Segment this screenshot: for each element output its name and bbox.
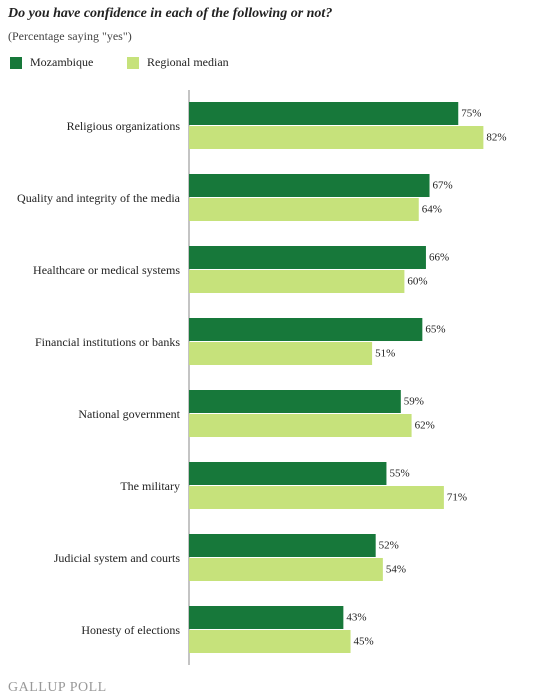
value-label: 43% <box>346 612 366 624</box>
bar <box>189 246 426 269</box>
bar <box>189 486 444 509</box>
value-label: 60% <box>407 276 427 288</box>
bar <box>189 462 387 485</box>
category-label: The military <box>120 479 180 493</box>
legend-swatch <box>127 57 139 69</box>
bar <box>189 198 419 221</box>
value-label: 55% <box>389 468 409 480</box>
value-label: 52% <box>379 540 399 552</box>
chart-subtitle: (Percentage saying "yes") <box>8 29 132 43</box>
category-label: Honesty of elections <box>81 623 180 637</box>
bar <box>189 414 412 437</box>
value-label: 67% <box>433 180 453 192</box>
bar <box>189 126 484 149</box>
bar <box>189 534 376 557</box>
category-label: Religious organizations <box>66 119 180 133</box>
bar <box>189 174 430 197</box>
bar <box>189 270 405 293</box>
legend-label: Regional median <box>147 55 229 69</box>
value-label: 82% <box>486 132 506 144</box>
legend-swatch <box>10 57 22 69</box>
legend-label: Mozambique <box>30 55 93 69</box>
footer: GALLUP POLL <box>8 680 107 695</box>
category-label: Judicial system and courts <box>53 551 180 565</box>
value-label: 51% <box>375 348 395 360</box>
value-label: 45% <box>354 636 374 648</box>
bar <box>189 102 459 125</box>
value-label: 66% <box>429 252 449 264</box>
category-label: Financial institutions or banks <box>35 335 180 349</box>
category-label: Healthcare or medical systems <box>33 263 180 277</box>
value-label: 54% <box>386 564 406 576</box>
bar <box>189 342 373 365</box>
value-label: 64% <box>422 204 442 216</box>
category-label: Quality and integrity of the media <box>17 191 180 205</box>
value-label: 62% <box>415 420 435 432</box>
bar <box>189 390 401 413</box>
bar <box>189 558 383 581</box>
bar <box>189 630 351 653</box>
bar <box>189 606 344 629</box>
chart-title: Do you have confidence in each of the fo… <box>7 6 332 21</box>
category-label: National government <box>78 407 180 421</box>
value-label: 59% <box>404 396 424 408</box>
bar <box>189 318 423 341</box>
value-label: 75% <box>461 108 481 120</box>
value-label: 71% <box>447 492 467 504</box>
value-label: 65% <box>425 324 445 336</box>
